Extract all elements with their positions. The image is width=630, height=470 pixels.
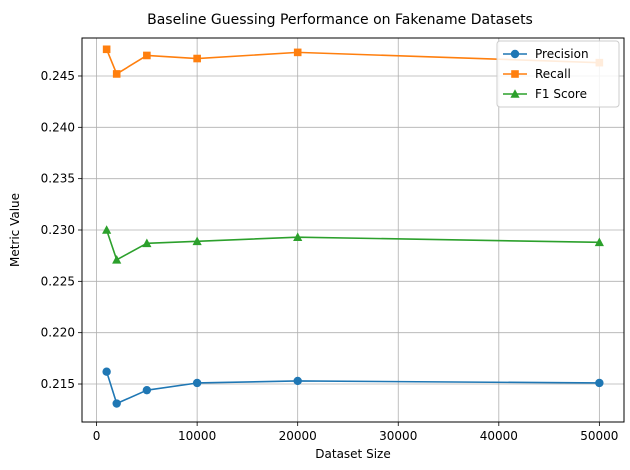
precision-point xyxy=(595,378,604,388)
legend-label-f1-score: F1 Score xyxy=(535,87,587,101)
series-f1-score xyxy=(102,225,604,264)
x-tick-label: 20000 xyxy=(279,429,317,443)
x-tick-label: 10000 xyxy=(178,429,216,443)
x-tick-label: 30000 xyxy=(379,429,417,443)
x-tick-label: 40000 xyxy=(480,429,518,443)
legend-box xyxy=(496,40,620,108)
legend-marker-precision xyxy=(510,49,520,59)
f1-score-point xyxy=(112,254,122,264)
recall-point xyxy=(102,45,111,54)
legend-label-recall: Recall xyxy=(535,67,571,81)
precision-point xyxy=(192,378,202,388)
legend-marker-recall xyxy=(511,70,519,78)
f1-score-point xyxy=(293,232,303,241)
chart-title: Baseline Guessing Performance on Fakenam… xyxy=(147,12,533,28)
f1-score-point xyxy=(192,236,202,246)
y-tick-label: 0.235 xyxy=(41,172,75,186)
precision-point xyxy=(112,399,121,408)
y-tick-label: 0.240 xyxy=(41,120,75,134)
series-precision xyxy=(102,367,604,408)
f1-score-point xyxy=(102,225,112,234)
f1-score-point xyxy=(142,238,152,248)
precision-line xyxy=(105,371,600,405)
recall-point xyxy=(193,54,201,63)
x-tick-label: 0 xyxy=(93,429,101,443)
f1-score-line xyxy=(105,229,600,261)
legend: Precision Recall F1 Score xyxy=(496,40,620,108)
precision-point xyxy=(142,385,152,395)
legend-marker-f1-score xyxy=(510,89,520,98)
y-tick-label: 0.245 xyxy=(41,69,75,83)
recall-point xyxy=(293,48,302,57)
recall-line xyxy=(105,48,600,75)
precision-point xyxy=(102,367,111,376)
y-tick-label: 0.225 xyxy=(41,274,75,288)
y-tick-label: 0.220 xyxy=(41,326,75,340)
f1-score-point xyxy=(594,237,604,247)
legend-label-precision: Precision xyxy=(535,47,589,61)
y-tick-label: 0.230 xyxy=(41,223,75,237)
x-axis-label: Dataset Size xyxy=(315,447,390,461)
x-tick-label: 50000 xyxy=(580,429,618,443)
y-tick-label: 0.215 xyxy=(41,377,75,391)
ticks: 0 10000 20000 30000 40000 50000 0.215 0.220 0.22… xyxy=(41,69,619,443)
recall-point xyxy=(143,51,151,60)
y-axis-label: Metric Value xyxy=(8,193,22,267)
precision-point xyxy=(293,376,302,386)
recall-point xyxy=(112,70,121,78)
plot-series xyxy=(102,45,604,408)
